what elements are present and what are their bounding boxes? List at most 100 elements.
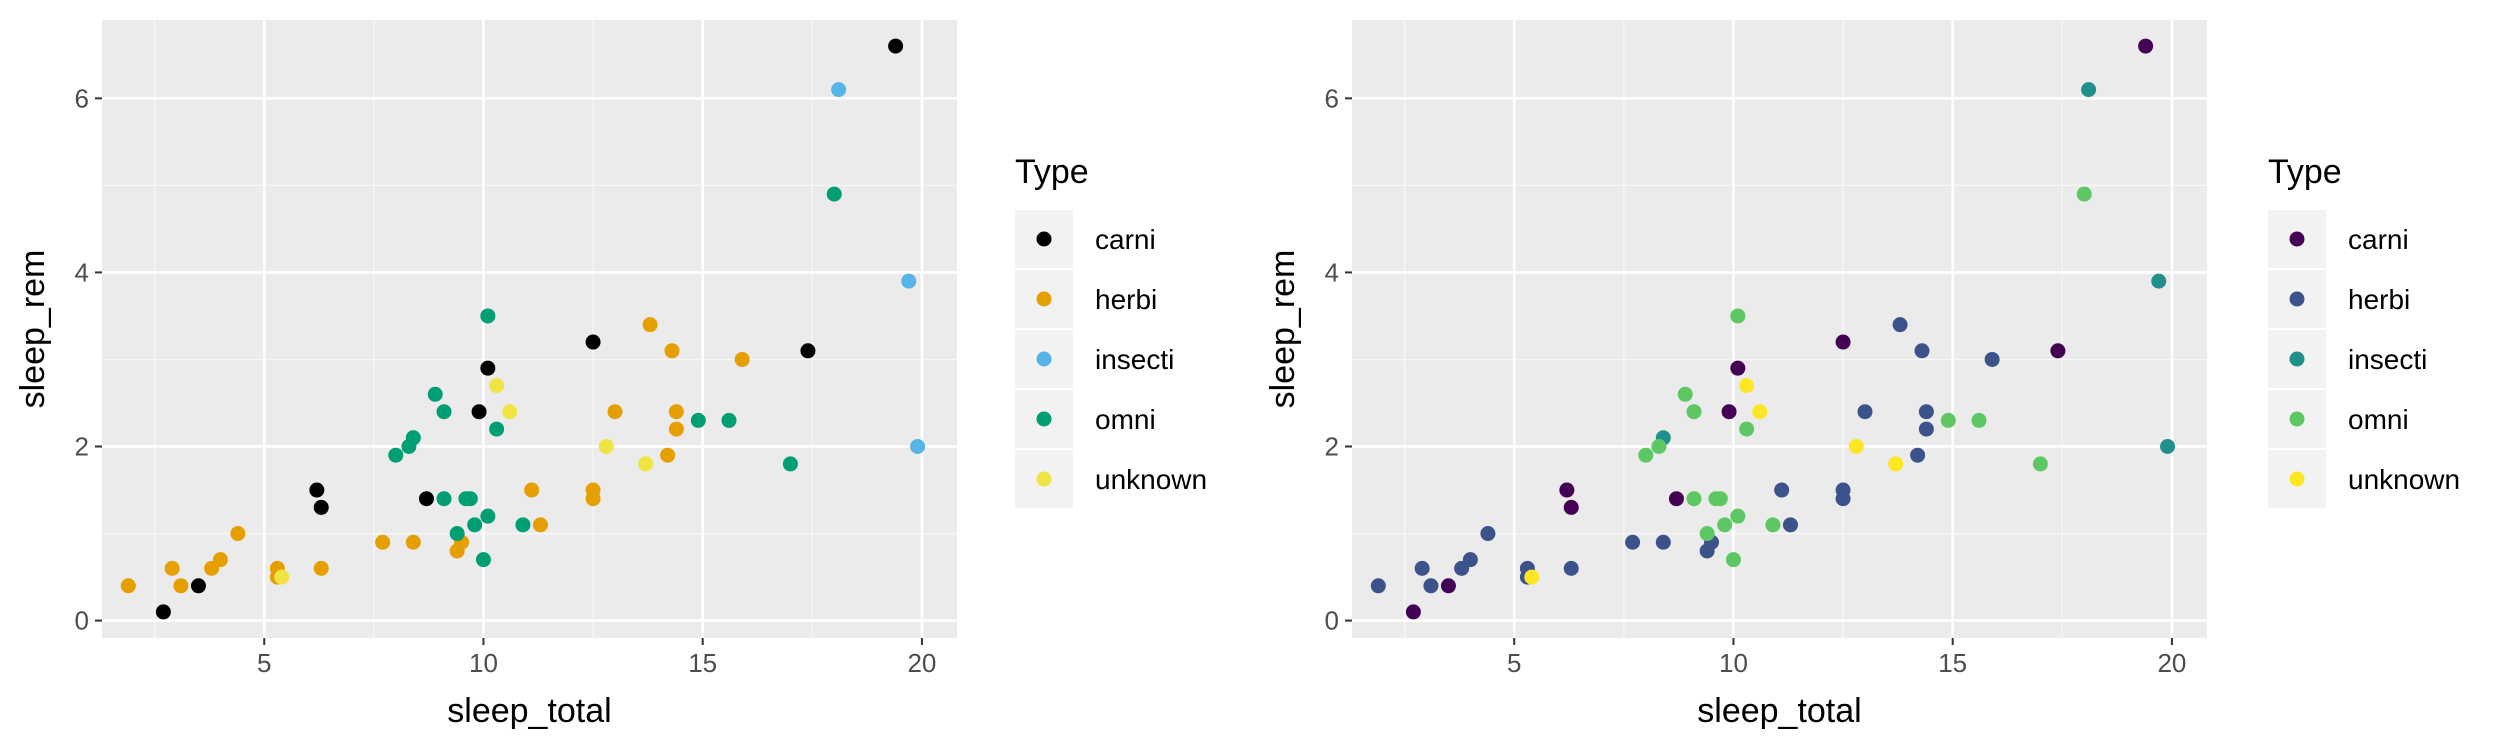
data-point-omni bbox=[462, 491, 478, 507]
data-point-herbi bbox=[1918, 404, 1934, 420]
data-point-omni bbox=[690, 412, 706, 428]
data-point-carni bbox=[418, 491, 434, 507]
data-point-herbi bbox=[1910, 447, 1926, 463]
data-point-carni bbox=[585, 334, 601, 350]
data-point-herbi bbox=[734, 351, 750, 367]
data-point-omni bbox=[1686, 491, 1702, 507]
data-point-carni bbox=[480, 360, 496, 376]
data-point-herbi bbox=[1984, 351, 2000, 367]
data-point-omni bbox=[1765, 517, 1781, 533]
data-point-herbi bbox=[668, 404, 684, 420]
data-point-unknown bbox=[1888, 456, 1904, 472]
data-point-herbi bbox=[668, 421, 684, 437]
data-point-carni bbox=[1721, 404, 1737, 420]
data-point-omni bbox=[1940, 412, 1956, 428]
legend-label-insecti: insecti bbox=[1095, 344, 1174, 375]
data-point-insecti bbox=[2151, 273, 2167, 289]
x-axis-title: sleep_total bbox=[1697, 692, 1861, 730]
legend-label-insecti: insecti bbox=[2348, 344, 2427, 375]
y-tick-label: 4 bbox=[1325, 257, 1339, 287]
legend-label-unknown: unknown bbox=[1095, 464, 1207, 495]
data-point-omni bbox=[1638, 447, 1654, 463]
data-point-herbi bbox=[642, 317, 658, 333]
data-point-omni bbox=[1651, 439, 1667, 455]
data-point-herbi bbox=[230, 526, 246, 542]
data-point-carni bbox=[1405, 604, 1421, 620]
data-point-omni bbox=[467, 517, 483, 533]
data-point-herbi bbox=[1857, 404, 1873, 420]
legend-key-swatch bbox=[1036, 411, 1052, 427]
data-point-omni bbox=[782, 456, 798, 472]
legend-key-swatch bbox=[1036, 291, 1052, 307]
data-point-unknown bbox=[274, 569, 290, 585]
data-point-herbi bbox=[660, 447, 676, 463]
data-point-unknown bbox=[1752, 404, 1768, 420]
legend-key-swatch bbox=[2289, 471, 2305, 487]
y-tick-label: 4 bbox=[75, 257, 89, 287]
x-tick-label: 20 bbox=[2157, 648, 2186, 678]
data-point-carni bbox=[471, 404, 487, 420]
data-point-herbi bbox=[1423, 578, 1439, 594]
data-point-unknown bbox=[1848, 439, 1864, 455]
y-axis-title: sleep_rem bbox=[1264, 250, 1302, 409]
data-point-herbi bbox=[1480, 526, 1496, 542]
data-point-carni bbox=[2050, 343, 2066, 359]
y-tick-label: 0 bbox=[1325, 606, 1339, 636]
plot-background bbox=[102, 20, 957, 638]
data-point-omni bbox=[480, 508, 496, 524]
data-point-omni bbox=[449, 526, 465, 542]
x-axis-title: sleep_total bbox=[447, 692, 611, 730]
x-tick-label: 5 bbox=[1507, 648, 1521, 678]
data-point-herbi bbox=[1918, 421, 1934, 437]
data-point-herbi bbox=[313, 560, 329, 576]
data-point-herbi bbox=[1774, 482, 1790, 498]
x-tick-label: 15 bbox=[688, 648, 717, 678]
legend-title: Type bbox=[2268, 153, 2342, 191]
data-point-unknown bbox=[638, 456, 654, 472]
data-point-omni bbox=[489, 421, 505, 437]
data-point-carni bbox=[309, 482, 325, 498]
data-point-insecti bbox=[831, 82, 847, 98]
data-point-carni bbox=[1559, 482, 1575, 498]
x-tick-label: 15 bbox=[1938, 648, 1967, 678]
legend-label-carni: carni bbox=[1095, 224, 1156, 255]
data-point-carni bbox=[1730, 360, 1746, 376]
data-point-carni bbox=[2138, 38, 2154, 54]
legend-label-omni: omni bbox=[2348, 404, 2409, 435]
data-point-herbi bbox=[1462, 552, 1478, 568]
data-point-herbi bbox=[375, 534, 391, 550]
legend: Type carni herbi insecti omni unknown bbox=[1015, 153, 1207, 508]
data-point-herbi bbox=[1414, 560, 1430, 576]
data-point-herbi bbox=[1835, 491, 1851, 507]
data-point-omni bbox=[1739, 421, 1755, 437]
data-point-carni bbox=[190, 578, 206, 594]
data-point-omni bbox=[1717, 517, 1733, 533]
legend-label-herbi: herbi bbox=[2348, 284, 2410, 315]
data-point-herbi bbox=[164, 560, 180, 576]
data-point-insecti bbox=[910, 439, 926, 455]
scatter-panel-2: 5 10 15 20 0 2 4 6 sleep_total sleep_rem Type carni… bbox=[1264, 20, 2460, 730]
data-point-herbi bbox=[173, 578, 189, 594]
data-point-unknown bbox=[489, 378, 505, 394]
data-point-herbi bbox=[1625, 534, 1641, 550]
data-point-unknown bbox=[1739, 378, 1755, 394]
y-tick-label: 0 bbox=[75, 606, 89, 636]
data-point-carni bbox=[155, 604, 171, 620]
legend-label-herbi: herbi bbox=[1095, 284, 1157, 315]
data-point-omni bbox=[1677, 386, 1693, 402]
y-tick-label: 2 bbox=[1325, 432, 1339, 462]
x-tick-label: 20 bbox=[907, 648, 936, 678]
data-point-herbi bbox=[1892, 317, 1908, 333]
data-point-insecti bbox=[2160, 439, 2176, 455]
data-point-carni bbox=[313, 499, 329, 515]
data-point-omni bbox=[1712, 491, 1728, 507]
data-point-omni bbox=[436, 404, 452, 420]
data-point-carni bbox=[888, 38, 904, 54]
data-point-unknown bbox=[1524, 569, 1540, 585]
legend-key-swatch bbox=[2289, 411, 2305, 427]
x-tick-label: 10 bbox=[469, 648, 498, 678]
data-point-omni bbox=[1730, 308, 1746, 324]
legend-label-unknown: unknown bbox=[2348, 464, 2460, 495]
y-tick-label: 6 bbox=[75, 83, 89, 113]
y-tick-label: 6 bbox=[1325, 83, 1339, 113]
